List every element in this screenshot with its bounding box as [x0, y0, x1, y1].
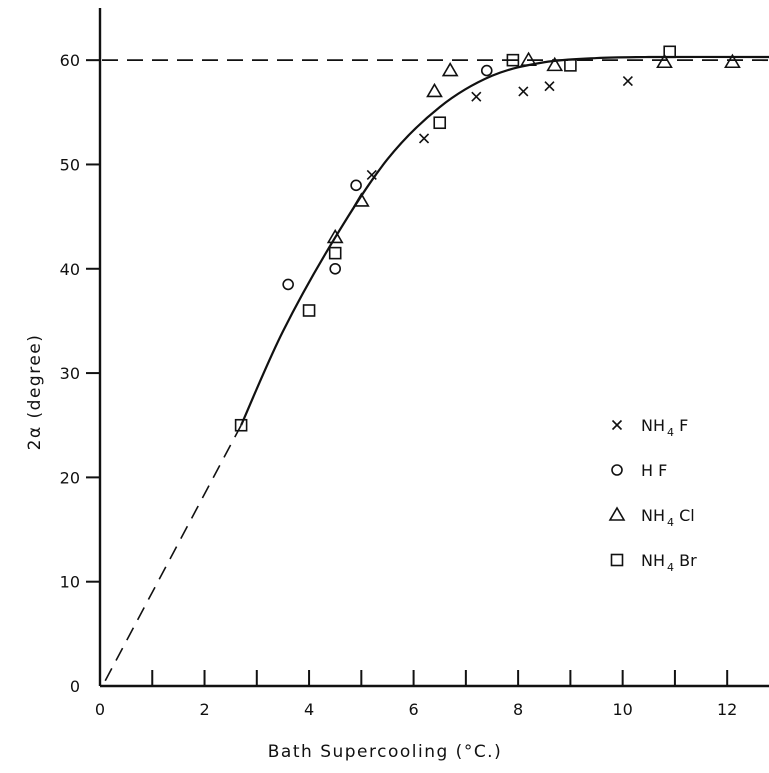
series-3	[234, 45, 676, 432]
x-marker-stroke	[366, 169, 377, 180]
legend-label: NH 4 F	[641, 416, 688, 439]
x-tick-label: 8	[513, 700, 523, 719]
y-tick-label: 30	[60, 364, 80, 383]
data-point	[433, 116, 447, 130]
legend-marker	[610, 553, 624, 567]
x-tick-label: 6	[409, 700, 419, 719]
data-point	[480, 64, 493, 77]
data-point	[350, 179, 362, 192]
x-marker-stroke	[518, 86, 529, 97]
data-point	[471, 91, 482, 102]
data-point	[329, 262, 341, 275]
y-tick-label: 50	[60, 155, 80, 174]
data-point	[724, 53, 741, 69]
x-tick-label: 4	[304, 700, 314, 719]
data-point	[546, 56, 564, 72]
data-point	[520, 51, 537, 66]
x-marker-stroke	[611, 419, 623, 431]
series-0	[366, 75, 633, 180]
legend-item: H F	[611, 461, 667, 480]
curves	[102, 55, 769, 682]
data-point	[302, 304, 316, 317]
data-point	[418, 133, 430, 144]
y-axis-label: 2α (degree)	[25, 334, 45, 451]
data-point	[326, 228, 344, 244]
legend-label: NH 4 Cl	[641, 506, 695, 529]
x-tick-label: 2	[199, 700, 209, 719]
y-tick-label: 60	[60, 51, 80, 70]
data-point	[366, 169, 377, 180]
x-marker-stroke	[544, 81, 555, 92]
x-tick-label: 0	[95, 700, 105, 719]
legend-label: H F	[641, 461, 667, 480]
x-axis-label: Bath Supercooling (°C.)	[268, 742, 502, 762]
data-point	[564, 59, 577, 72]
data-point	[328, 246, 342, 260]
legend-item: NH 4 Br	[610, 551, 697, 574]
series-2	[326, 51, 741, 244]
data-point	[518, 86, 529, 97]
data-point	[441, 61, 459, 77]
y-tick-label: 40	[60, 260, 80, 279]
extrapolation-dashed	[104, 424, 242, 682]
y-tick-label: 20	[60, 468, 80, 487]
y-tick-label: 0	[70, 677, 80, 696]
data-point	[282, 278, 294, 291]
x-tick-label: 12	[717, 700, 737, 719]
data-point	[426, 82, 443, 98]
legend: NH 4 F H F NH 4 Cl NH 4 Br	[608, 416, 697, 574]
legend-item: NH 4 Cl	[608, 506, 695, 529]
x-marker-stroke	[471, 91, 482, 102]
data-points	[234, 45, 741, 432]
data-point	[352, 192, 370, 207]
x-marker-stroke	[622, 75, 633, 87]
data-point	[656, 53, 673, 69]
series-1	[282, 64, 493, 291]
x-tick-label: 10	[612, 700, 632, 719]
legend-marker	[608, 506, 626, 521]
y-tick-label: 10	[60, 573, 80, 592]
x-marker-stroke	[418, 133, 430, 144]
legend-label: NH 4 Br	[641, 551, 697, 574]
data-point	[234, 418, 248, 432]
data-point	[506, 53, 520, 67]
ticks: 0 2 4 6 8 10 12 0 10 20 30 40 50 60	[60, 51, 738, 719]
fit-curve	[240, 55, 769, 426]
data-point	[663, 45, 676, 59]
legend-marker	[611, 464, 623, 476]
data-point	[622, 75, 633, 87]
legend-item: NH 4 F	[611, 416, 688, 439]
data-point	[544, 81, 555, 92]
axes	[98, 8, 769, 688]
legend-marker	[611, 419, 623, 431]
